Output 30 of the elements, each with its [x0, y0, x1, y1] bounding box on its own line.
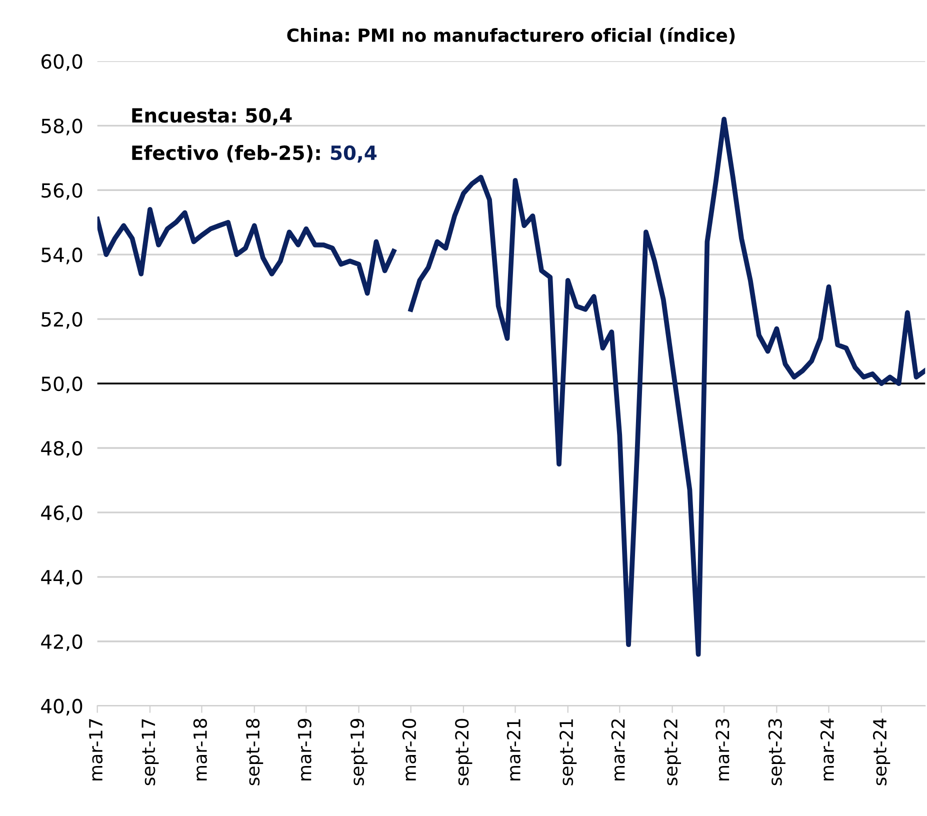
chart-title: China: PMI no manufacturero oficial (índice) — [287, 27, 735, 44]
y-tick-label: 40,0 — [41, 698, 82, 716]
x-tick-label: mar-22 — [611, 719, 625, 780]
y-tick-label: 46,0 — [41, 505, 82, 522]
x-tick-label: mar-21 — [506, 719, 520, 780]
x-tick-label: mar-24 — [820, 718, 834, 780]
x-tick-label: mar-18 — [193, 718, 207, 780]
x-tick-label: mar-19 — [298, 718, 312, 780]
x-tick-label: sept-20 — [455, 718, 472, 786]
y-tick-label: 42,0 — [41, 634, 82, 652]
x-tick-label: sept-21 — [559, 719, 577, 786]
y-tick-label: 48,0 — [41, 440, 82, 458]
x-tick-label: sept-19 — [350, 718, 368, 786]
x-tick-label: sept-22 — [664, 719, 682, 786]
y-tick-label: 50,0 — [42, 376, 82, 394]
y-tick-label: 54,0 — [42, 248, 82, 264]
y-tick-label: 44,0 — [41, 570, 82, 587]
y-tick-label: 56,0 — [42, 183, 82, 200]
y-tick-label: 52,0 — [42, 312, 82, 329]
x-tick-label: mar-23 — [716, 719, 730, 780]
annotation: Encuesta: 50,4 — [132, 108, 292, 126]
y-tick-label: 58,0 — [42, 118, 82, 136]
x-tick-label: sept-17 — [142, 719, 159, 786]
x-tick-label: mar-17 — [89, 719, 103, 780]
x-tick-label: sept-23 — [768, 719, 786, 786]
x-tick-label: mar-20 — [402, 718, 416, 780]
x-tick-label: sept-24 — [872, 718, 890, 786]
annotation: Efectivo (feb-25): 50,4 — [132, 145, 377, 163]
y-tick-label: 60,0 — [42, 54, 82, 71]
x-tick-label: sept-18 — [246, 718, 264, 786]
